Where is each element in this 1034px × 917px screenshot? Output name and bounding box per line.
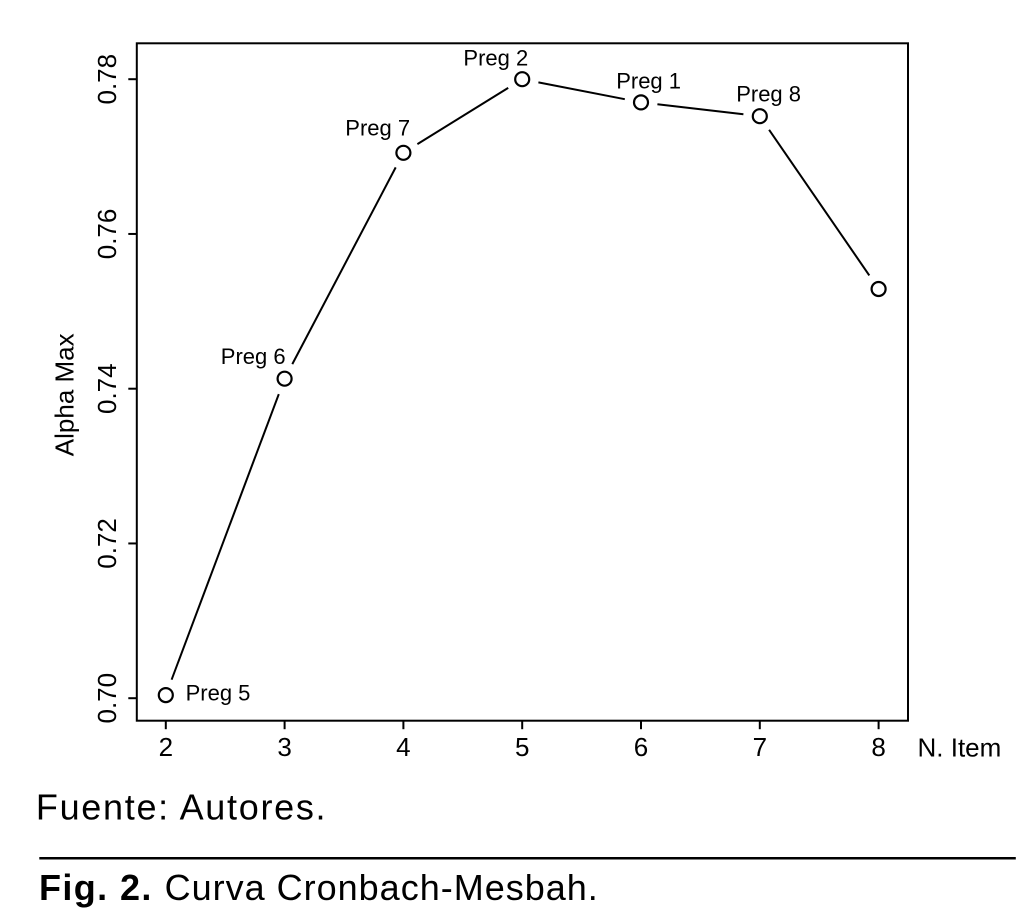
svg-text:Preg 5: Preg 5 [186, 681, 251, 706]
svg-text:Fig. 2.: Fig. 2. [39, 867, 153, 908]
svg-text:Preg 8: Preg 8 [736, 82, 801, 107]
svg-text:Fuente: Autores.: Fuente: Autores. [36, 787, 327, 828]
svg-text:Preg 1: Preg 1 [616, 68, 681, 93]
svg-text:Preg 2: Preg 2 [463, 46, 528, 71]
svg-text:6: 6 [634, 732, 648, 762]
svg-text:Preg 7: Preg 7 [345, 115, 410, 140]
svg-text:0.76: 0.76 [92, 209, 122, 260]
svg-text:0.72: 0.72 [92, 518, 122, 569]
svg-text:5: 5 [515, 732, 529, 762]
svg-text:7: 7 [753, 732, 767, 762]
svg-text:0.70: 0.70 [92, 673, 122, 724]
svg-text:3: 3 [277, 732, 291, 762]
svg-text:4: 4 [396, 732, 410, 762]
svg-text:Curva Cronbach-Mesbah.: Curva Cronbach-Mesbah. [165, 867, 599, 908]
svg-text:N. Item: N. Item [918, 733, 1002, 763]
svg-text:2: 2 [159, 732, 173, 762]
svg-text:0.78: 0.78 [92, 54, 122, 105]
svg-text:Preg 6: Preg 6 [221, 344, 286, 369]
svg-text:8: 8 [871, 732, 885, 762]
svg-text:Alpha Max: Alpha Max [49, 333, 79, 456]
svg-text:0.74: 0.74 [92, 363, 122, 414]
